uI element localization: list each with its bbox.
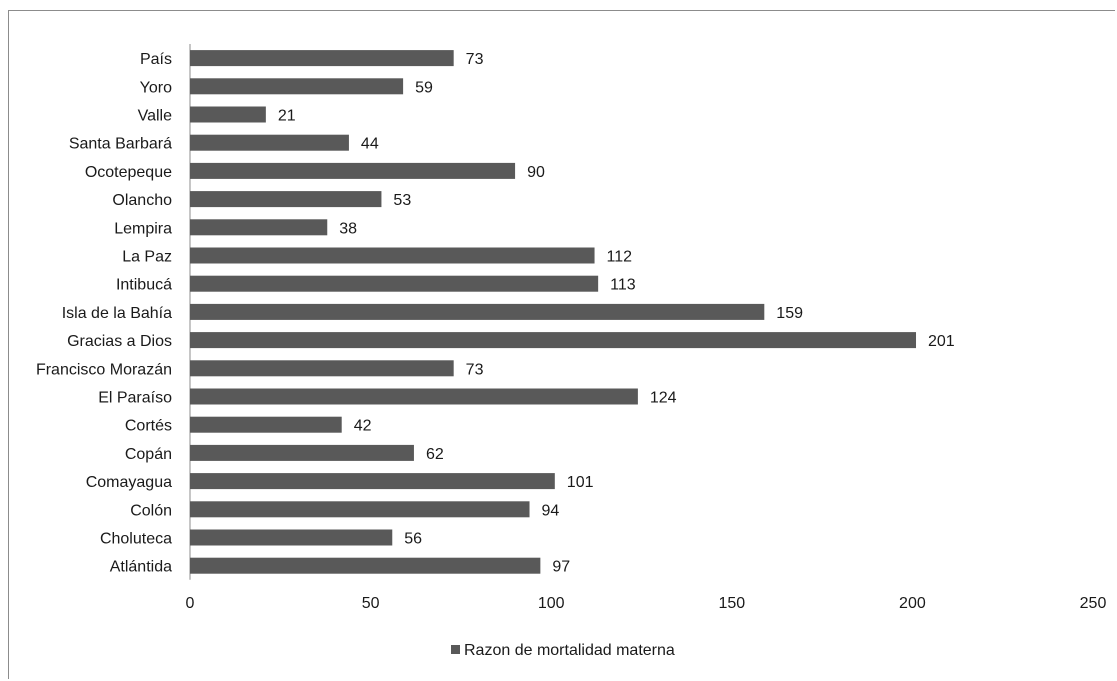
data-label: 94 bbox=[542, 502, 560, 519]
data-label: 201 bbox=[928, 333, 955, 350]
data-label: 56 bbox=[404, 531, 422, 548]
category-label: Choluteca bbox=[100, 531, 172, 548]
x-tick-labels: 0 50 100 150 200 250 bbox=[186, 595, 1107, 612]
category-label: Valle bbox=[138, 108, 172, 125]
data-label: 90 bbox=[527, 164, 545, 181]
bar bbox=[190, 275, 599, 292]
category-label: La Paz bbox=[122, 249, 172, 266]
bar bbox=[190, 247, 595, 264]
bar bbox=[190, 50, 454, 67]
category-label: Intibucá bbox=[116, 277, 172, 294]
bar bbox=[190, 106, 266, 123]
x-tick-label: 50 bbox=[362, 595, 380, 612]
data-label: 97 bbox=[552, 559, 570, 576]
legend-swatch bbox=[451, 645, 460, 654]
data-label: 112 bbox=[607, 249, 633, 266]
data-label: 101 bbox=[567, 474, 594, 491]
x-tick-label: 250 bbox=[1080, 595, 1107, 612]
category-label: Francisco Morazán bbox=[36, 361, 172, 378]
data-label: 53 bbox=[393, 192, 411, 209]
category-label: Santa Barbará bbox=[69, 136, 172, 153]
bar bbox=[190, 78, 404, 95]
category-label: Gracias a Dios bbox=[67, 333, 172, 350]
category-label: Copán bbox=[125, 446, 172, 463]
category-label: Ocotepeque bbox=[85, 164, 172, 181]
bar bbox=[190, 332, 917, 349]
category-label: Lempira bbox=[114, 220, 172, 237]
bar bbox=[190, 303, 765, 320]
data-label: 44 bbox=[361, 136, 379, 153]
bar bbox=[190, 360, 454, 377]
data-label: 21 bbox=[278, 108, 296, 125]
category-label: Comayagua bbox=[86, 474, 172, 491]
legend: Razon de mortalidad materna bbox=[451, 642, 675, 659]
bar bbox=[190, 557, 541, 574]
bars-group bbox=[190, 50, 917, 574]
category-labels: País Yoro Valle Santa Barbará Ocotepeque Olan… bbox=[36, 51, 172, 576]
category-label: Colón bbox=[130, 502, 172, 519]
bar bbox=[190, 473, 555, 490]
bar bbox=[190, 388, 638, 405]
bar bbox=[190, 416, 342, 433]
data-label: 113 bbox=[610, 277, 636, 294]
data-label: 159 bbox=[776, 305, 803, 322]
category-label: El Paraíso bbox=[98, 390, 172, 407]
bar bbox=[190, 134, 349, 151]
bar bbox=[190, 219, 328, 236]
bar bbox=[190, 529, 393, 546]
data-label: 42 bbox=[354, 418, 372, 435]
bar bbox=[190, 191, 382, 208]
bar bbox=[190, 444, 414, 461]
bar bbox=[190, 501, 530, 518]
category-label: Cortés bbox=[125, 418, 172, 435]
data-label: 59 bbox=[415, 79, 433, 96]
x-tick-label: 200 bbox=[899, 595, 926, 612]
x-tick-label: 150 bbox=[718, 595, 745, 612]
value-labels: 73 59 21 44 90 53 38 112 113 159 201 73 124 42 62 101 94… bbox=[278, 51, 955, 576]
data-label: 73 bbox=[466, 361, 484, 378]
category-label: Atlántida bbox=[110, 559, 172, 576]
category-label: Isla de la Bahía bbox=[62, 305, 172, 322]
legend-label: Razon de mortalidad materna bbox=[464, 642, 675, 659]
data-label: 62 bbox=[426, 446, 444, 463]
chart-frame bbox=[8, 10, 1115, 679]
category-label: Yoro bbox=[140, 79, 172, 96]
category-label: Olancho bbox=[112, 192, 172, 209]
x-tick-label: 100 bbox=[538, 595, 565, 612]
data-label: 124 bbox=[650, 390, 677, 407]
x-tick-label: 0 bbox=[186, 595, 195, 612]
data-label: 73 bbox=[466, 51, 484, 68]
data-label: 38 bbox=[339, 220, 357, 237]
bar bbox=[190, 162, 516, 179]
category-label: País bbox=[140, 51, 172, 68]
